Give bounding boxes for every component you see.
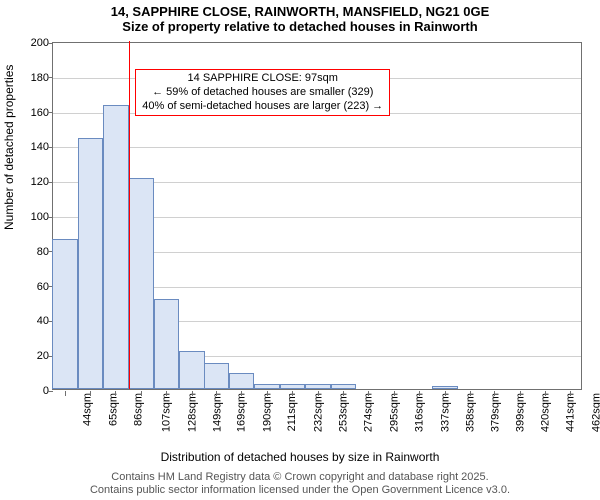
xtick-label: 420sqm [540, 393, 552, 432]
xtick-mark [65, 391, 66, 396]
histogram-bar [52, 239, 77, 389]
xtick-mark [368, 391, 369, 396]
y-axis-label: Number of detached properties [2, 65, 16, 230]
xtick-mark [520, 391, 521, 396]
xtick-mark [318, 391, 319, 396]
histogram-bar [229, 373, 254, 389]
xtick-label: 358sqm [465, 393, 477, 432]
xtick-label: 316sqm [414, 393, 426, 432]
ytick-label: 120 [31, 176, 49, 188]
histogram-bar [103, 105, 128, 389]
xtick-mark [445, 391, 446, 396]
ytick-mark [48, 112, 53, 113]
xtick-mark [545, 391, 546, 396]
ytick-mark [48, 147, 53, 148]
marker-line [129, 41, 130, 389]
histogram-bar [432, 386, 457, 389]
histogram-bar [305, 384, 330, 389]
xtick-label: 295sqm [388, 393, 400, 432]
page-title-line1: 14, SAPPHIRE CLOSE, RAINWORTH, MANSFIELD… [0, 0, 600, 19]
xtick-label: 232sqm [312, 393, 324, 432]
xtick-mark [292, 391, 293, 396]
xtick-mark [470, 391, 471, 396]
xtick-mark [494, 391, 495, 396]
attribution-text: Contains HM Land Registry data © Crown c… [0, 471, 600, 499]
ytick-mark [48, 217, 53, 218]
histogram-bar [254, 384, 279, 389]
attribution-line2: Contains public sector information licen… [90, 484, 510, 496]
ytick-label: 180 [31, 72, 49, 84]
xtick-mark [267, 391, 268, 396]
xtick-label: 253sqm [338, 393, 350, 432]
callout-line1: 14 SAPPHIRE CLOSE: 97sqm [142, 72, 383, 86]
xtick-label: 399sqm [514, 393, 526, 432]
ytick-mark [48, 182, 53, 183]
xtick-mark [166, 391, 167, 396]
xtick-mark [90, 391, 91, 396]
x-axis-label: Distribution of detached houses by size … [0, 450, 600, 464]
xtick-label: 441sqm [565, 393, 577, 432]
xtick-label: 107sqm [161, 393, 173, 432]
xtick-label: 44sqm [82, 393, 94, 426]
xtick-label: 211sqm [286, 393, 298, 431]
xtick-label: 274sqm [363, 393, 375, 432]
xtick-label: 169sqm [236, 393, 248, 432]
attribution-line1: Contains HM Land Registry data © Crown c… [111, 471, 488, 483]
xtick-label: 128sqm [186, 393, 198, 432]
xtick-mark [419, 391, 420, 396]
histogram-bar [78, 138, 103, 389]
xtick-mark [570, 391, 571, 396]
ytick-label: 100 [31, 211, 49, 223]
xtick-label: 337sqm [439, 393, 451, 432]
gridline [53, 147, 581, 148]
xtick-label: 379sqm [490, 393, 502, 432]
xtick-label: 86sqm [132, 393, 144, 426]
callout-line2: ← 59% of detached houses are smaller (32… [142, 86, 383, 100]
callout-line3: 40% of semi-detached houses are larger (… [142, 100, 383, 114]
ytick-mark [48, 43, 53, 44]
histogram-bar [179, 351, 204, 389]
histogram-bar [154, 299, 179, 389]
histogram-bar [129, 178, 154, 389]
histogram-bar [204, 363, 229, 389]
xtick-mark [216, 391, 217, 396]
xtick-label: 65sqm [107, 393, 119, 426]
callout-box: 14 SAPPHIRE CLOSE: 97sqm← 59% of detache… [135, 69, 390, 116]
ytick-mark [48, 391, 53, 392]
ytick-label: 140 [31, 141, 49, 153]
xtick-label: 149sqm [212, 393, 224, 432]
histogram-bar [331, 384, 356, 389]
xtick-mark [241, 391, 242, 396]
ytick-label: 200 [31, 37, 49, 49]
xtick-label: 462sqm [590, 393, 600, 432]
xtick-mark [115, 391, 116, 396]
xtick-mark [343, 391, 344, 396]
xtick-label: 190sqm [261, 393, 273, 432]
page-title-line2: Size of property relative to detached ho… [0, 19, 600, 34]
histogram-bar [280, 384, 305, 389]
ytick-mark [48, 77, 53, 78]
xtick-mark [141, 391, 142, 396]
histogram-plot: 02040608010012014016018020044sqm65sqm86s… [52, 42, 582, 390]
xtick-mark [394, 391, 395, 396]
xtick-mark [192, 391, 193, 396]
ytick-label: 160 [31, 107, 49, 119]
